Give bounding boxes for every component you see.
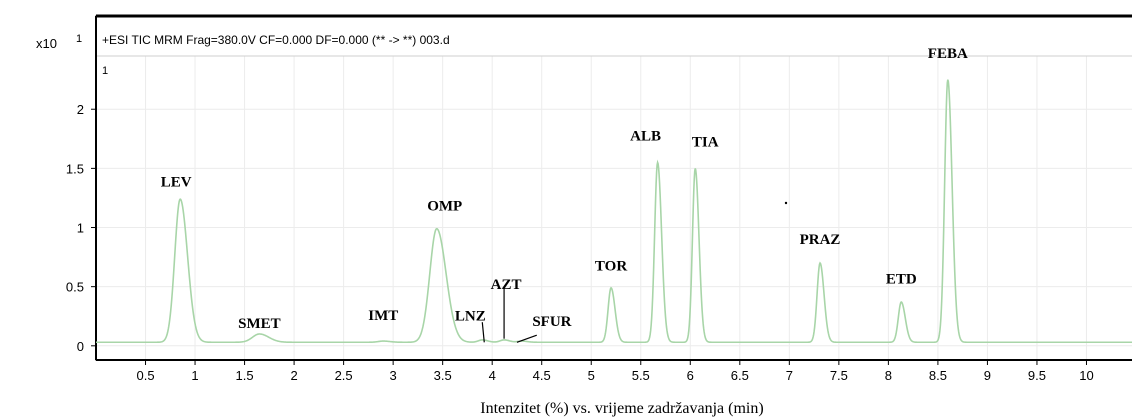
x-tick-label-18: 9.5: [1028, 368, 1046, 383]
peak-label-feba: FEBA: [928, 46, 968, 62]
x-tick-label-19: 10: [1079, 368, 1093, 383]
chromatogram-trace: [96, 79, 1132, 344]
stray-dot: [784, 201, 788, 205]
chart-title: +ESI TIC MRM Frag=380.0V CF=0.000 DF=0.0…: [102, 33, 450, 47]
peak-label-lev: LEV: [161, 174, 192, 190]
x-tick-label-2: 1.5: [236, 368, 254, 383]
y-tick-label-4: 2: [77, 102, 84, 117]
y-axis: 0 0.5 1 1.5 2: [66, 102, 96, 354]
x-tick-label-14: 7.5: [830, 368, 848, 383]
x-tick-label-8: 4.5: [533, 368, 551, 383]
x-tick-label-7: 4: [489, 368, 496, 383]
leader-line-lnz: [481, 322, 485, 343]
y-tick-label-2: 1: [77, 221, 84, 236]
y-tick-label-3: 1.5: [66, 161, 84, 176]
peak-label-praz: PRAZ: [800, 232, 841, 248]
x-tick-label-15: 8: [885, 368, 892, 383]
peak-labels: LEV SMET IMT OMP LNZ AZT SFUR TOR ALB TIA PRAZ ETD F…: [161, 46, 968, 332]
peak-label-azt: AZT: [491, 277, 522, 293]
x-tick-label-9: 5: [588, 368, 595, 383]
leader-line-sfur: [516, 334, 537, 343]
x-tick-label-17: 9: [984, 368, 991, 383]
x-tick-label-0: 0.5: [136, 368, 154, 383]
x-tick-label-3: 2: [290, 368, 297, 383]
peak-label-tor: TOR: [595, 258, 627, 274]
peak-label-omp: OMP: [427, 199, 462, 215]
y-multiplier: x10: [36, 36, 57, 51]
x-tick-label-13: 7: [786, 368, 793, 383]
peak-label-sfur: SFUR: [532, 314, 571, 330]
y-exponent: 1: [76, 33, 82, 45]
x-tick-label-16: 8.5: [929, 368, 947, 383]
x-axis: 0.5 1 1.5 2 2.5 3 3.5 4 4.5 5 5.5 6 6.5 7 7.5 8 8.5 9 9.5 1…: [136, 360, 1094, 383]
x-tick-label-1: 1: [191, 368, 198, 383]
peak-label-imt: IMT: [368, 308, 398, 324]
x-tick-label-11: 6: [687, 368, 694, 383]
y-tick-label-0: 0: [77, 339, 84, 354]
peak-label-tia: TIA: [692, 135, 719, 151]
x-tick-label-5: 3: [390, 368, 397, 383]
grid-lines: [96, 56, 1132, 360]
y-tick-label-1: 0.5: [66, 280, 84, 295]
peak-label-alb: ALB: [630, 129, 661, 145]
peak-leader-lines: [481, 201, 788, 343]
x-tick-label-12: 6.5: [731, 368, 749, 383]
peak-label-smet: SMET: [238, 316, 281, 332]
panel-index: 1: [102, 65, 108, 77]
peak-label-lnz: LNZ: [455, 309, 486, 325]
x-tick-label-4: 2.5: [335, 368, 353, 383]
x-tick-label-6: 3.5: [434, 368, 452, 383]
peak-label-etd: ETD: [886, 271, 917, 287]
x-tick-label-10: 5.5: [632, 368, 650, 383]
x-axis-label: Intenzitet (%) vs. vrijeme zadržavanja (…: [480, 400, 763, 417]
